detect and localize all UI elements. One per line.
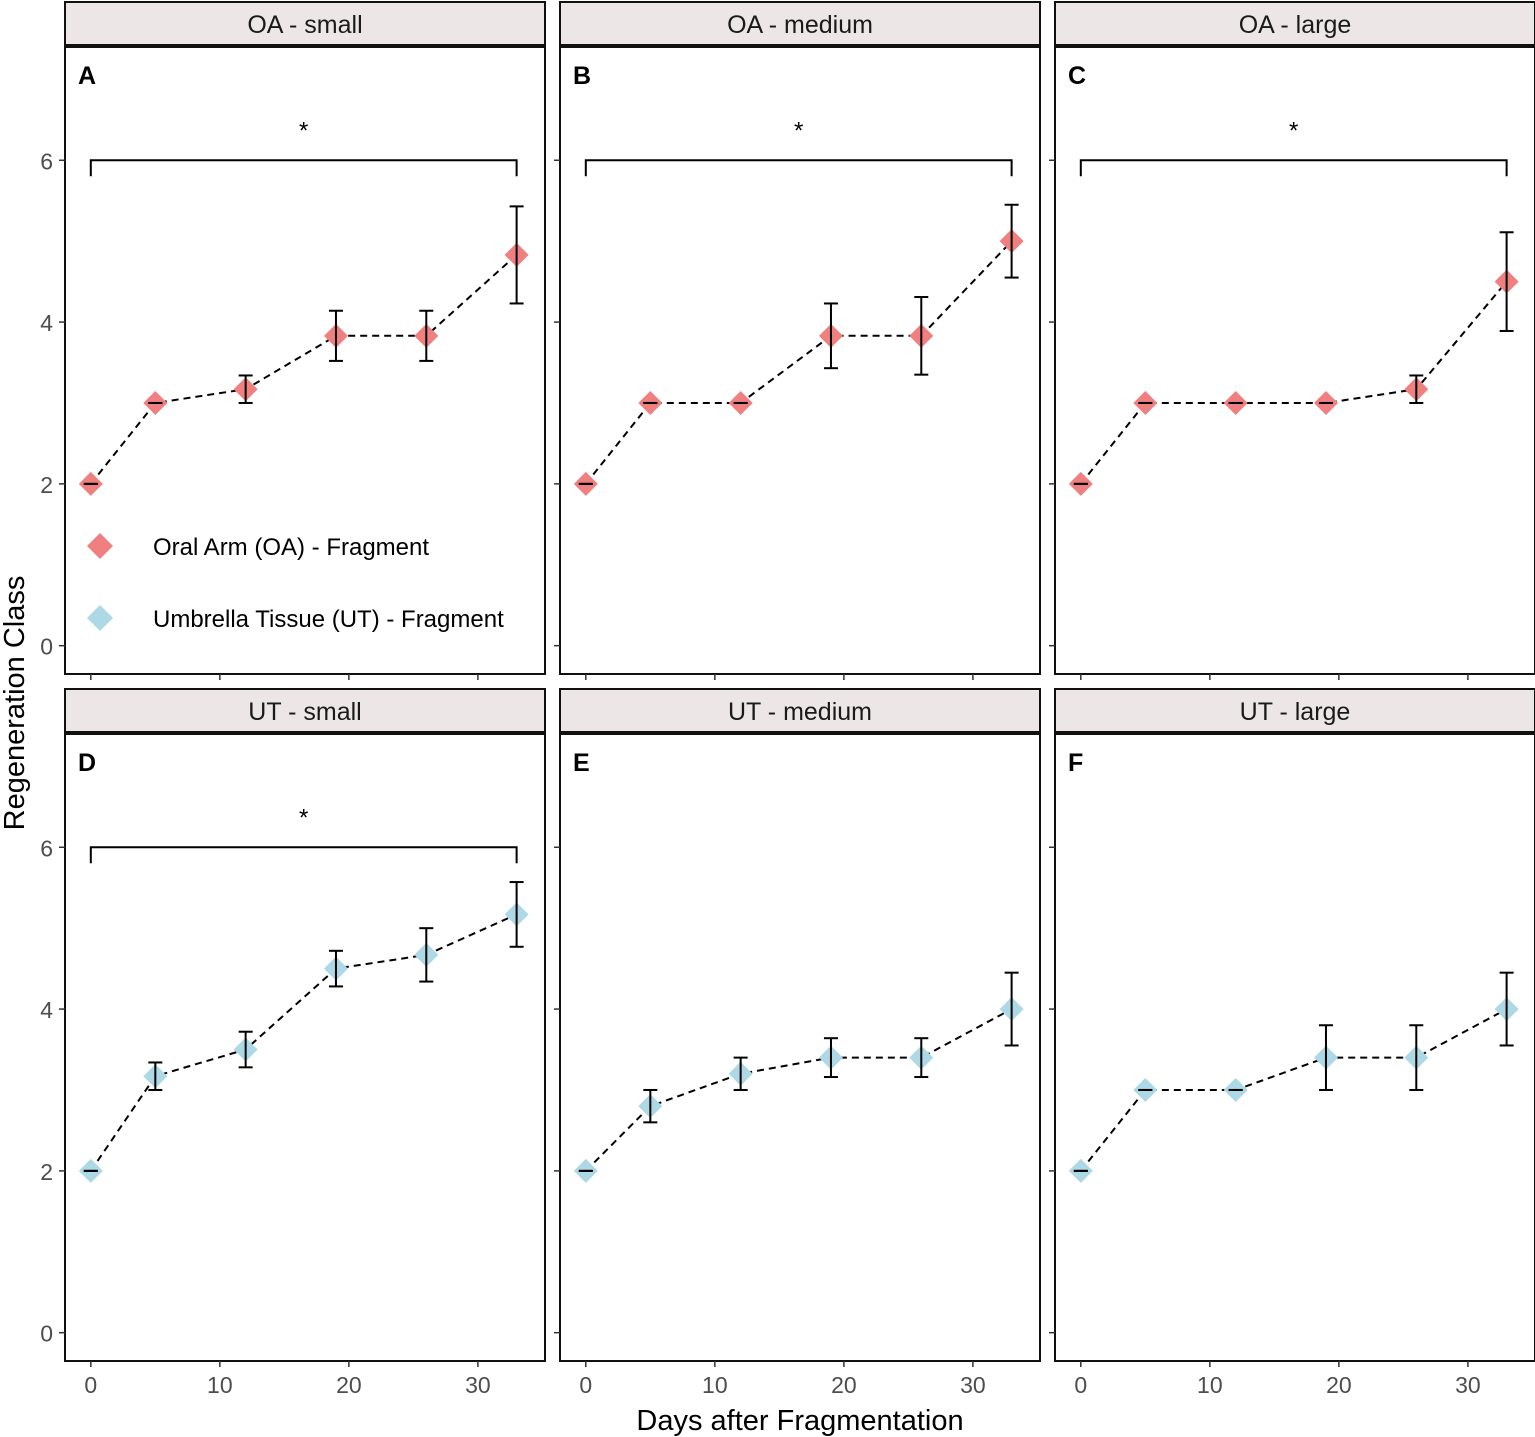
series-line	[89, 913, 518, 1172]
y-tick-label: 6	[40, 835, 53, 861]
strip-label: UT - large	[1240, 698, 1351, 726]
significance-bracket	[89, 159, 518, 177]
panel-letter: B	[573, 62, 591, 90]
x-tick-label: 30	[465, 1372, 491, 1398]
strip-background	[1054, 688, 1535, 733]
series-line	[1080, 280, 1508, 485]
x-axis-title: Days after Fragmentation	[636, 1405, 963, 1437]
legend-label: Umbrella Tissue (UT) - Fragment	[153, 606, 504, 633]
legend-swatch	[87, 533, 113, 559]
strip-label: UT - medium	[728, 698, 872, 726]
plot-frame	[559, 733, 1041, 1362]
strip-background	[1054, 1, 1535, 46]
y-tick-label: 4	[40, 310, 53, 336]
x-tick-label: 0	[1074, 1372, 1087, 1398]
significance-label: *	[299, 117, 308, 144]
legend-swatch	[87, 605, 113, 631]
panel-letter: D	[78, 749, 96, 777]
plot-frame	[559, 46, 1041, 675]
panel-f: UT - large F 0 10 20 30	[1049, 688, 1535, 1398]
plot-frame	[64, 733, 546, 1362]
series-line	[585, 240, 1013, 485]
strip-background	[64, 1, 546, 46]
plot-frame	[1054, 46, 1535, 675]
panel-a: OA - small A 0 2 4 6 * Oral Arm (OA) - Fragment…	[40, 1, 546, 680]
x-tick-label: 30	[960, 1372, 986, 1398]
y-tick-label: 4	[40, 997, 53, 1023]
strip-label: UT - small	[248, 698, 361, 726]
series-line	[1080, 1008, 1508, 1172]
plot-frame	[64, 46, 546, 675]
strip-background	[559, 688, 1041, 733]
x-tick-label: 30	[1455, 1372, 1481, 1398]
panel-letter: F	[1068, 749, 1083, 777]
y-tick-label: 0	[40, 634, 53, 660]
panel-c: OA - large C *	[1049, 1, 1535, 680]
y-tick-label: 6	[40, 148, 53, 174]
x-tick-label: 0	[579, 1372, 592, 1398]
series-line	[585, 1008, 1013, 1172]
x-tick-label: 0	[84, 1372, 97, 1398]
panel-letter: C	[1068, 62, 1086, 90]
legend: Oral Arm (OA) - Fragment Umbrella Tissue …	[87, 533, 504, 633]
y-axis-title: Regeneration Class	[0, 576, 31, 831]
strip-background	[559, 1, 1041, 46]
strip-label: OA - large	[1239, 11, 1352, 39]
y-tick-label: 0	[40, 1321, 53, 1347]
panels-layer: OA - small A 0 2 4 6 * Oral Arm (OA) - Fragment…	[40, 1, 1535, 1398]
y-tick-label: 2	[40, 472, 53, 498]
significance-bracket	[584, 159, 1013, 177]
significance-bracket	[1079, 159, 1508, 177]
legend-label: Oral Arm (OA) - Fragment	[153, 534, 429, 561]
significance-label: *	[299, 804, 308, 831]
strip-label: OA - medium	[727, 11, 873, 39]
x-tick-label: 20	[336, 1372, 362, 1398]
x-tick-label: 20	[1326, 1372, 1352, 1398]
x-tick-label: 20	[831, 1372, 857, 1398]
x-tick-label: 10	[207, 1372, 233, 1398]
significance-bracket	[89, 846, 518, 864]
panel-e: UT - medium E 0 10 20 30	[554, 688, 1041, 1398]
panel-b: OA - medium B *	[554, 1, 1041, 680]
y-tick-label: 2	[40, 1159, 53, 1185]
significance-label: *	[794, 117, 803, 144]
x-tick-label: 10	[702, 1372, 728, 1398]
panel-d: UT - small D 0 2 4 6 0 10 20 30 *	[40, 688, 546, 1398]
strip-label: OA - small	[247, 11, 362, 39]
series-line	[90, 254, 518, 485]
panel-letter: E	[573, 749, 590, 777]
x-tick-label: 10	[1197, 1372, 1223, 1398]
panel-letter: A	[78, 62, 96, 90]
strip-background	[64, 688, 546, 733]
plot-frame	[1054, 733, 1535, 1362]
significance-label: *	[1289, 117, 1298, 144]
